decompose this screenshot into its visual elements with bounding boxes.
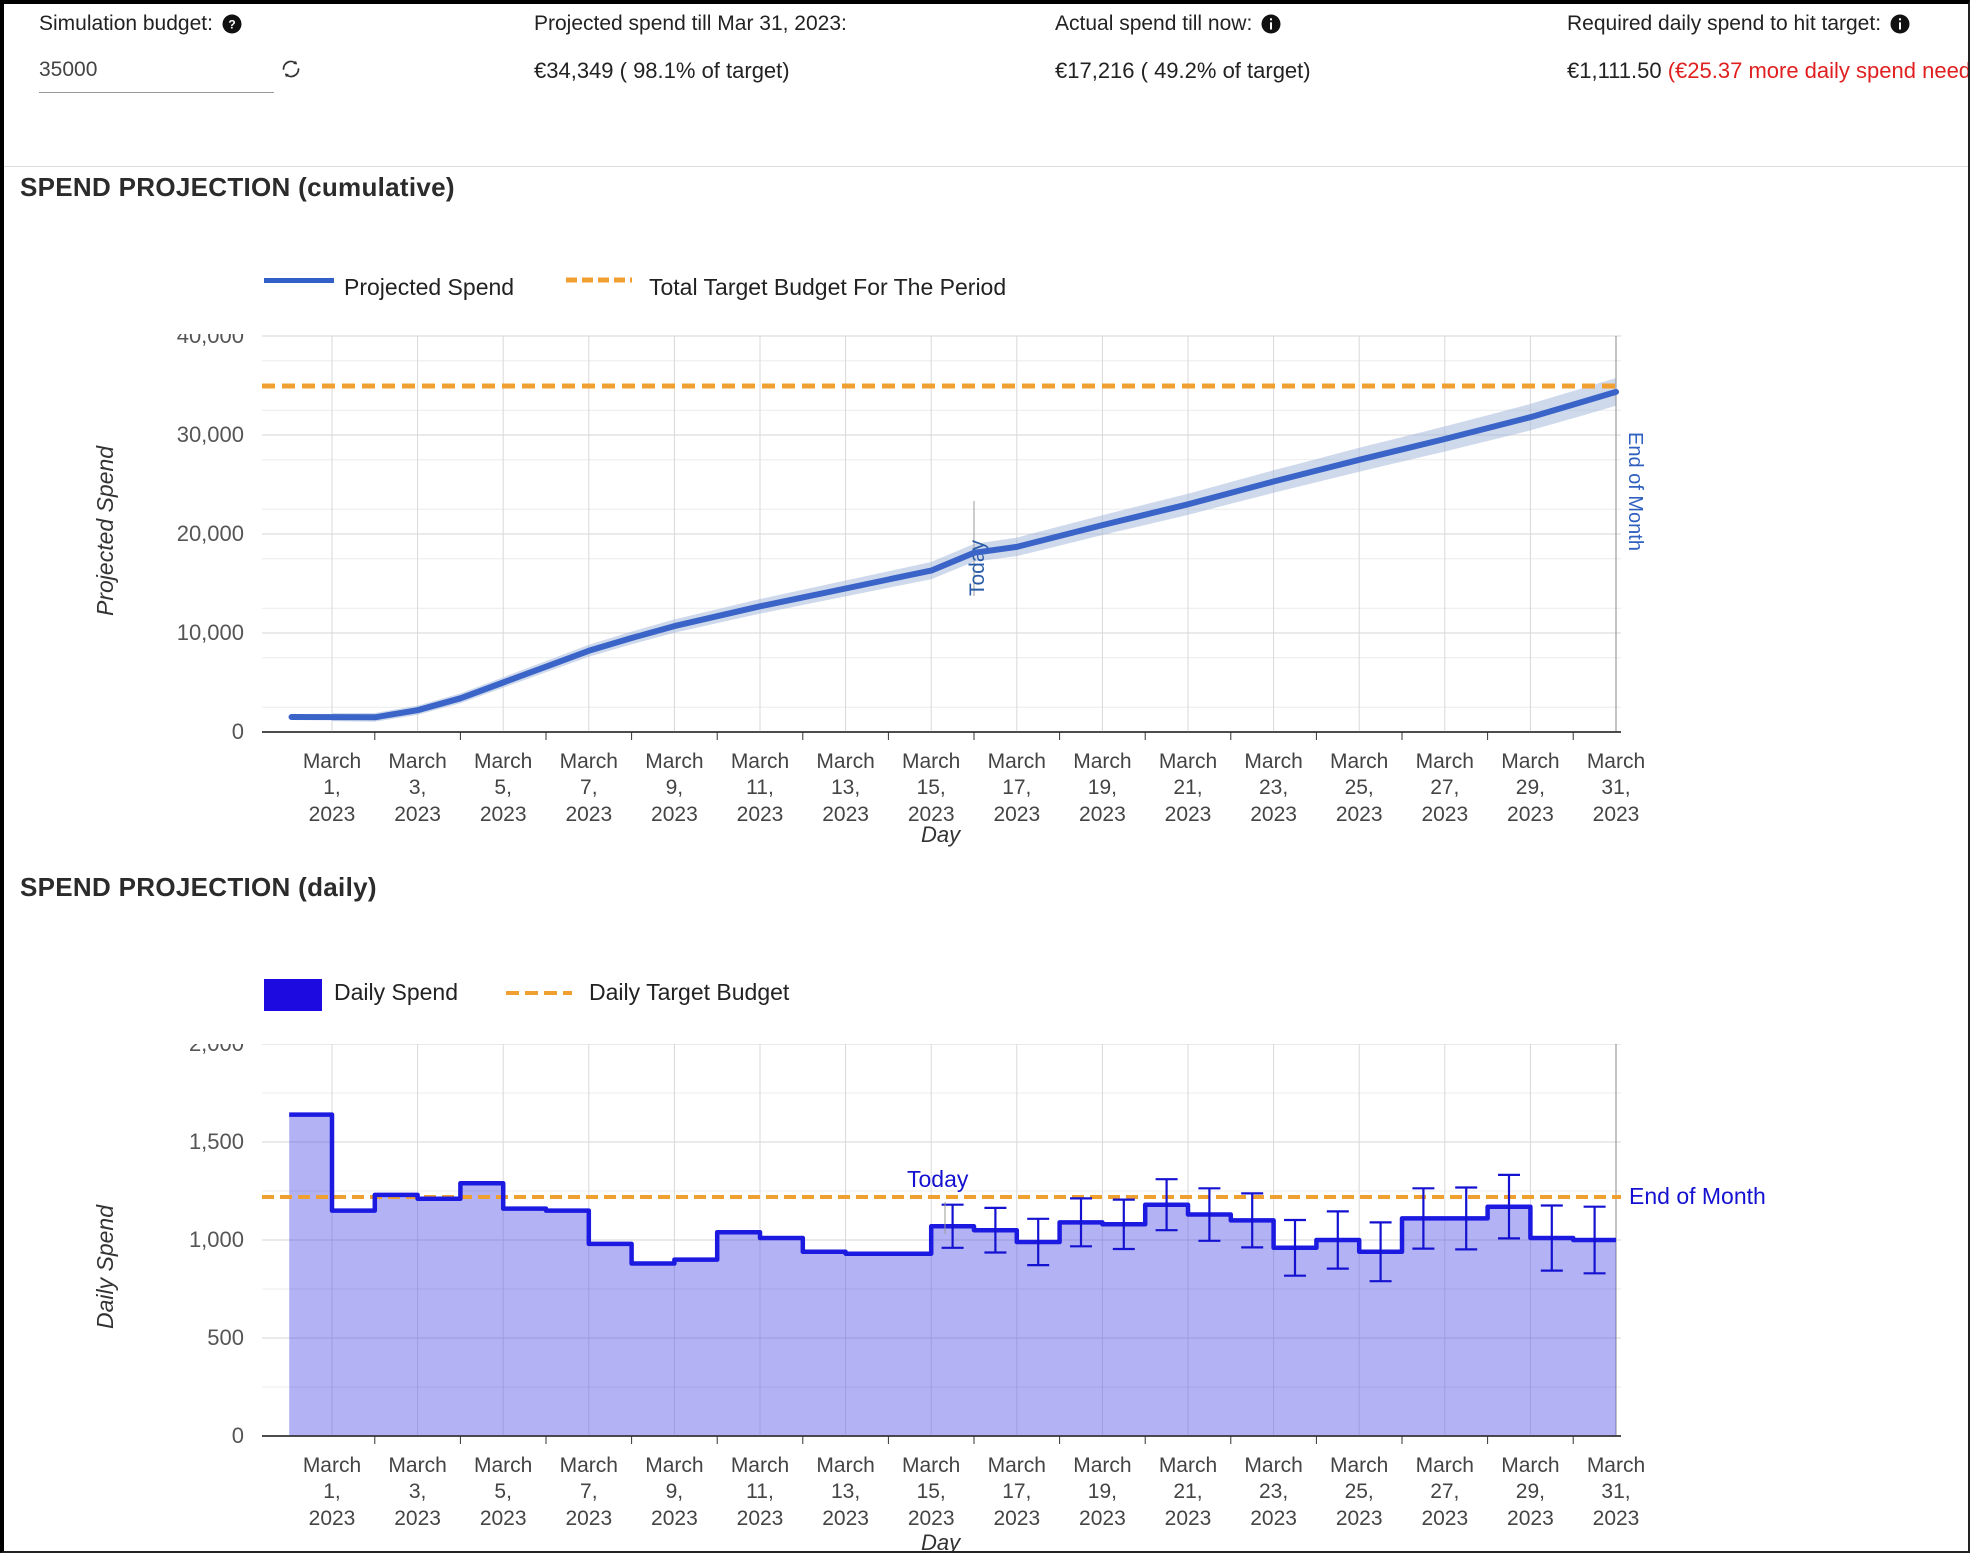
svg-text:End of Month: End of Month — [1629, 1183, 1766, 1209]
svg-text:20,000: 20,000 — [177, 521, 244, 546]
svg-text:?: ? — [228, 18, 235, 32]
svg-text:0: 0 — [232, 1423, 244, 1448]
svg-text:500: 500 — [207, 1325, 244, 1350]
svg-text:Today: Today — [966, 539, 989, 596]
svg-text:10,000: 10,000 — [177, 620, 244, 645]
svg-text:1,000: 1,000 — [189, 1227, 244, 1252]
svg-text:End of Month: End of Month — [1624, 432, 1646, 551]
svg-text:1,500: 1,500 — [189, 1129, 244, 1154]
svg-text:40,000: 40,000 — [177, 334, 244, 348]
svg-text:30,000: 30,000 — [177, 422, 244, 447]
svg-text:2,000: 2,000 — [189, 1044, 244, 1056]
svg-text:0: 0 — [232, 719, 244, 744]
svg-text:Today: Today — [907, 1166, 969, 1192]
